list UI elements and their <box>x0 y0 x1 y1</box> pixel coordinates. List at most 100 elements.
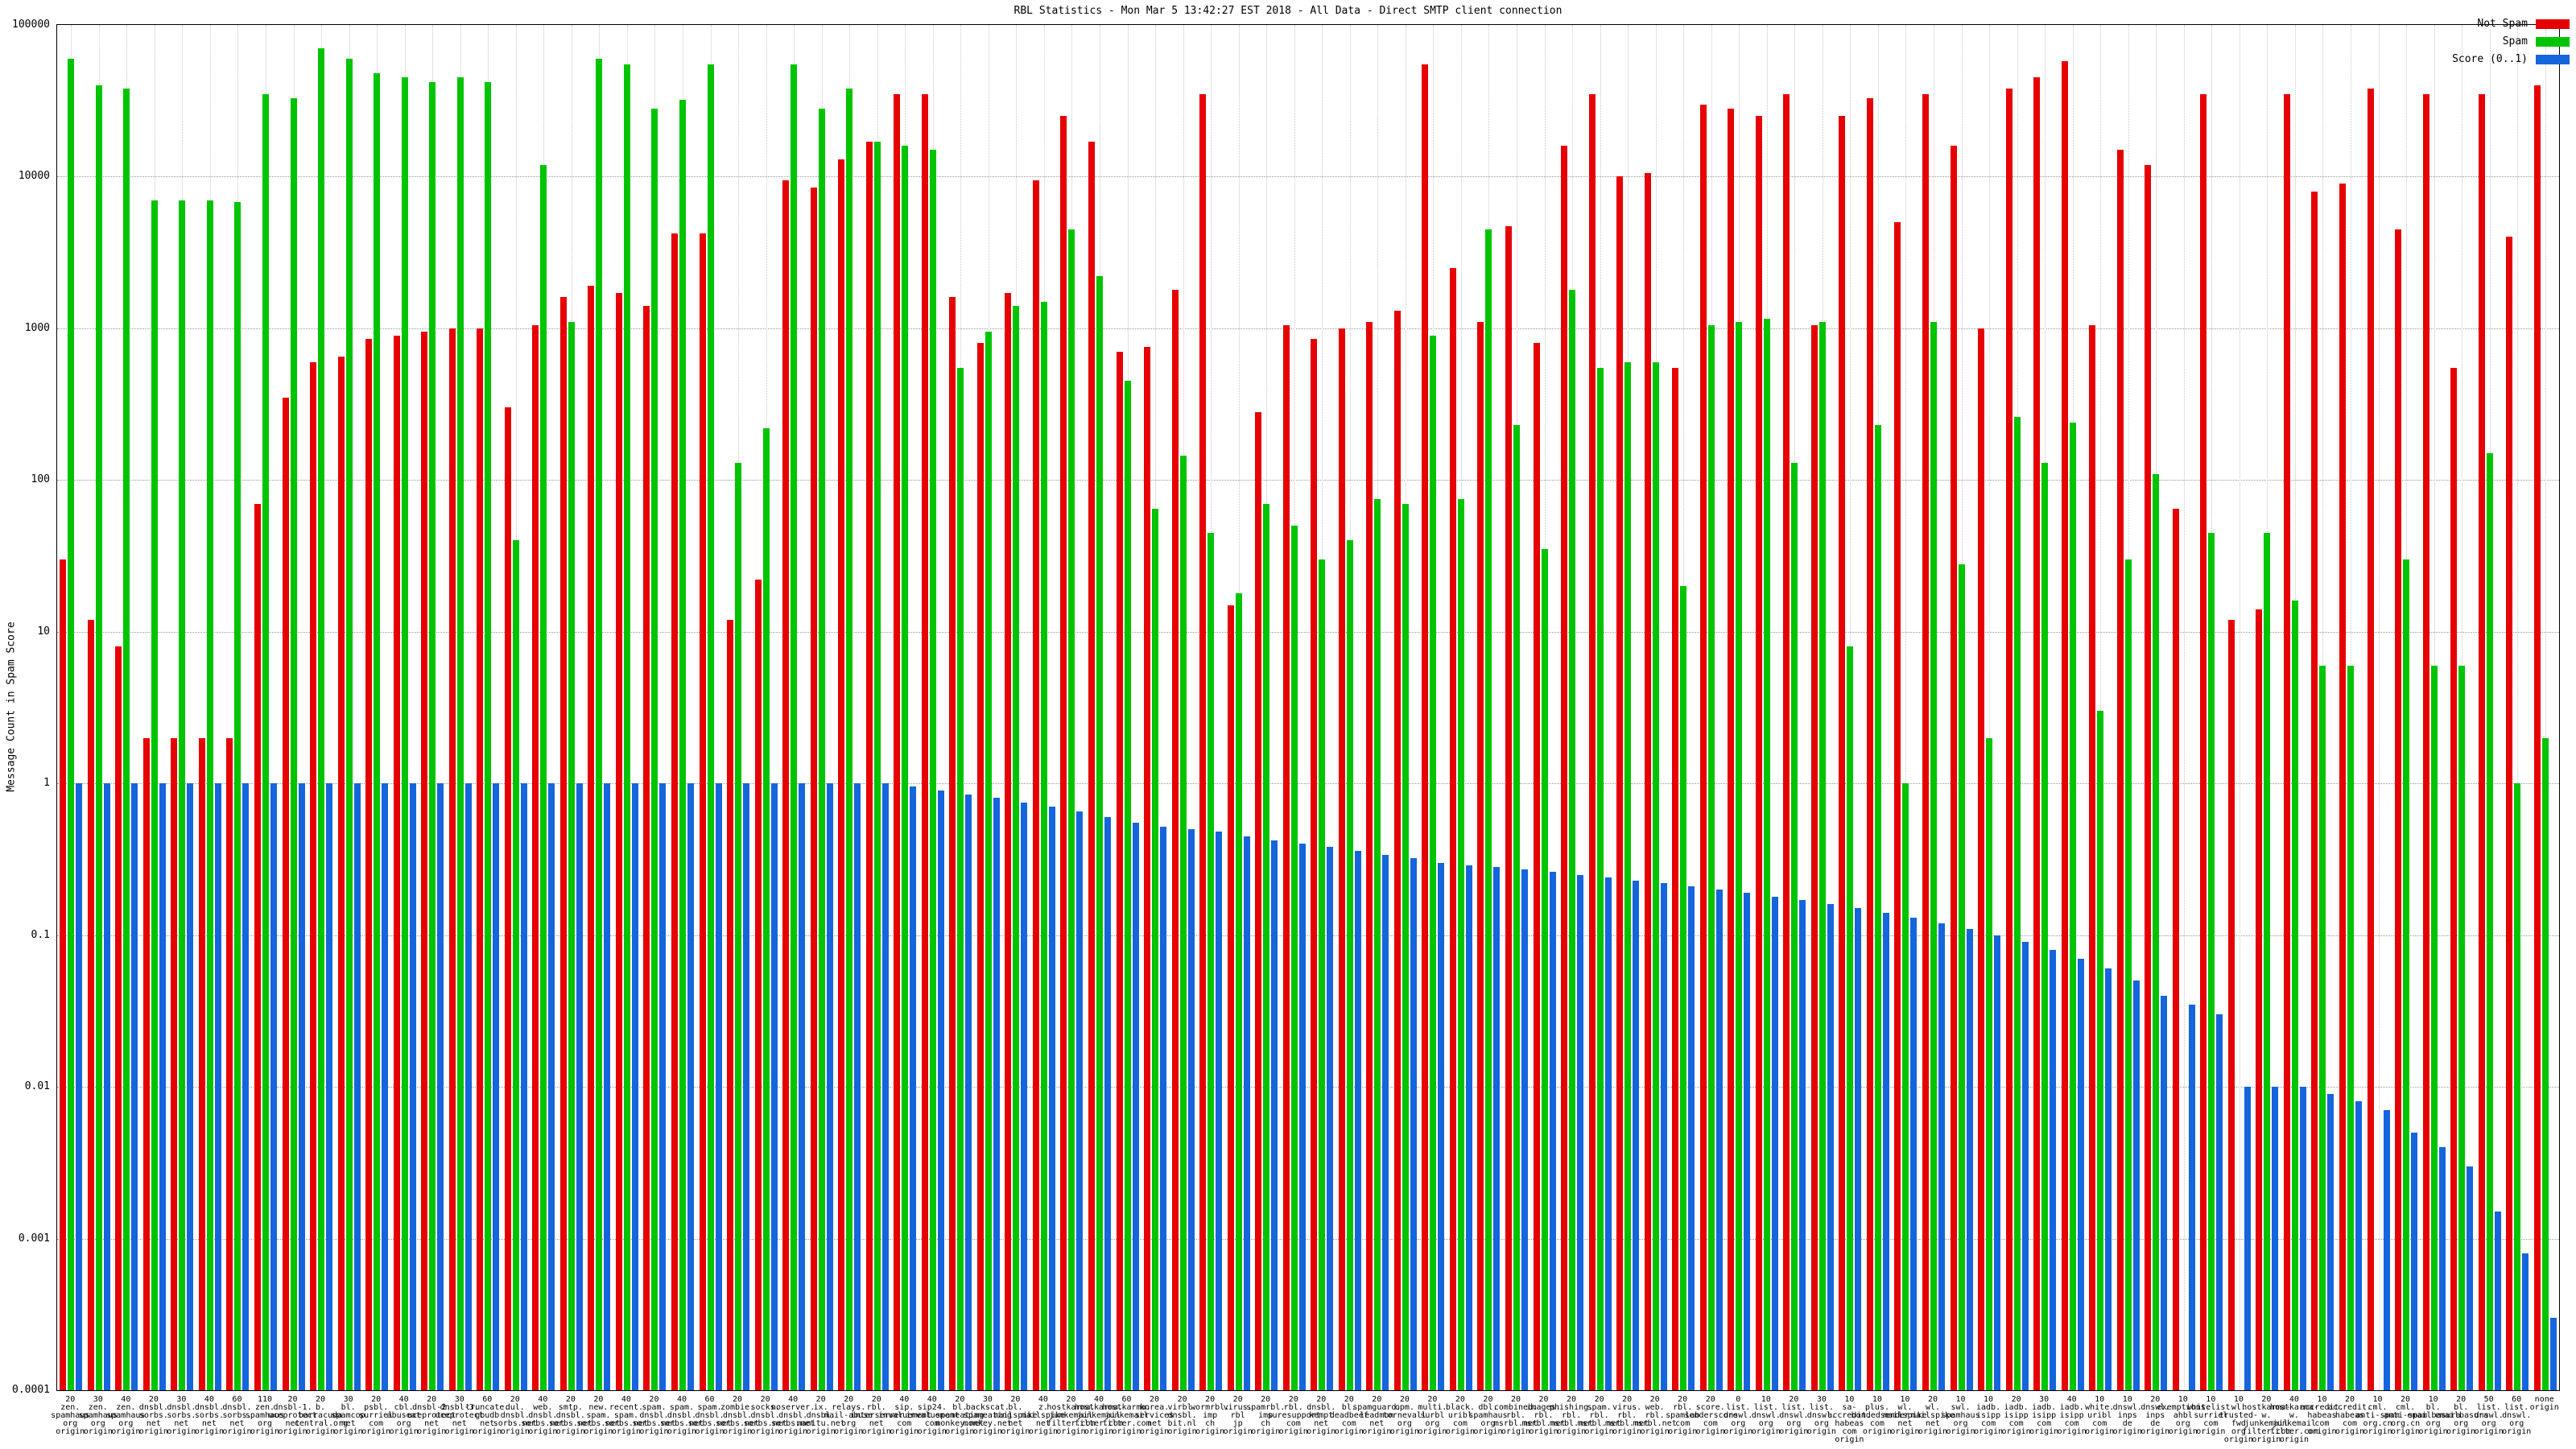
bar-score <box>1604 877 1612 1390</box>
bar-not-spam <box>1060 116 1067 1390</box>
bar-spam <box>1736 322 1743 1390</box>
bar-not-spam <box>699 233 706 1390</box>
x-category-label: 20 spamrbl. imp ch origin <box>1246 1395 1286 1436</box>
bar-not-spam <box>393 335 400 1390</box>
bar-not-spam <box>1894 222 1901 1390</box>
x-category-label: 20 zen. spamhaus org origin <box>51 1395 90 1436</box>
bar-score <box>2188 1004 2195 1390</box>
bar-score <box>2549 1318 2557 1390</box>
bar-not-spam <box>1116 352 1123 1390</box>
bar-score <box>131 783 138 1390</box>
x-category-label: none origin <box>2529 1395 2559 1412</box>
bar-spam <box>791 64 798 1390</box>
bar-score <box>1882 913 1889 1390</box>
bar-spam <box>985 332 992 1390</box>
x-category-label: 20 images. rbl. msrbl.net origin <box>1521 1395 1566 1436</box>
bar-score <box>1715 889 1723 1390</box>
bar-score <box>2244 1087 2251 1390</box>
x-category-label: 30 dnsbl. sorbs. net origin <box>167 1395 196 1436</box>
bar-score <box>1187 828 1195 1390</box>
bar-spam <box>540 164 547 1390</box>
bar-spam <box>1847 646 1854 1390</box>
legend-label-score: Score (0..1) <box>2452 53 2528 65</box>
x-category-label: 20 socks. dnsbl. sorbs.net origin <box>743 1395 787 1436</box>
bar-spam <box>2097 711 2104 1390</box>
x-category-label: 20 bl. spameating monkey.net origin <box>935 1395 985 1436</box>
bar-spam <box>1402 503 1409 1390</box>
x-category-label: 20 cml. anti-spam org.cn origin <box>2383 1395 2428 1436</box>
bar-spam <box>2041 462 2049 1390</box>
legend-label-not-spam: Not Spam <box>2477 18 2528 30</box>
bar-spam <box>1346 540 1353 1390</box>
bar-score <box>493 783 500 1390</box>
bar-score <box>1438 862 1445 1390</box>
bar-not-spam <box>671 233 678 1390</box>
bar-not-spam <box>1171 289 1179 1390</box>
legend-swatch-score <box>2536 54 2570 64</box>
y-tick-label: 0.1 <box>31 928 50 941</box>
y-tick-label: 0.01 <box>24 1080 50 1093</box>
bar-not-spam <box>1449 267 1456 1390</box>
bar-not-spam <box>115 646 122 1390</box>
plot-area <box>56 24 2560 1391</box>
bar-score <box>520 783 527 1390</box>
x-category-label: 40 recent. spam. sorbs.net origin <box>604 1395 649 1436</box>
x-category-label: 30 list. dnswl. org origin <box>1806 1395 1836 1436</box>
bar-score <box>2522 1253 2529 1390</box>
bar-spam <box>151 200 158 1390</box>
bar-score <box>548 783 555 1390</box>
bar-not-spam <box>838 159 845 1390</box>
x-category-label: 20 bl. deadbeef com origin <box>1329 1395 1368 1436</box>
bar-not-spam <box>782 180 790 1390</box>
bar-spam <box>234 202 242 1390</box>
bar-not-spam <box>1616 176 1624 1390</box>
x-category-label: 20 b. barracuda central.org origin <box>294 1395 349 1436</box>
bar-spam <box>318 48 325 1390</box>
gridline-y <box>57 1238 2559 1240</box>
bar-score <box>270 783 277 1390</box>
bar-spam <box>2319 665 2326 1390</box>
gridline-y <box>57 176 2559 178</box>
bar-spam <box>2430 665 2438 1390</box>
bar-spam <box>679 100 686 1390</box>
bar-score <box>2327 1093 2334 1390</box>
bar-score <box>353 783 361 1390</box>
x-category-label: 20 psbl. surriel com origin <box>359 1395 394 1436</box>
bar-not-spam <box>559 297 567 1390</box>
bar-score <box>2021 942 2029 1390</box>
bar-not-spam <box>1978 328 1985 1390</box>
bar-not-spam <box>1005 293 1012 1390</box>
bar-spam <box>2403 559 2410 1390</box>
bar-not-spam <box>1422 64 1429 1390</box>
bar-score <box>1577 874 1584 1390</box>
bar-score <box>298 783 305 1390</box>
bar-score <box>2299 1087 2306 1390</box>
bar-not-spam <box>198 737 205 1390</box>
bar-not-spam <box>754 580 762 1390</box>
bar-score <box>910 786 917 1390</box>
bar-score <box>965 794 972 1390</box>
x-category-label: 30 bl. spamcop net origin <box>331 1395 365 1436</box>
bar-spam <box>1986 737 1993 1390</box>
x-category-label: 30 iadb. isipp com origin <box>2029 1395 2059 1436</box>
y-axis-label: Message Count in Spam Score <box>5 621 18 792</box>
bar-not-spam <box>1755 116 1762 1390</box>
x-category-label: 20 zombie. dnsbl. sorbs.net origin <box>715 1395 760 1436</box>
x-category-label: 60 spam. dnsbl. sorbs.net origin <box>687 1395 732 1436</box>
bar-score <box>604 783 611 1390</box>
bar-not-spam <box>1199 93 1207 1390</box>
x-category-label: 40 hostkarma. junkemail filter.com origi… <box>1074 1395 1124 1436</box>
x-category-label: 10 dnswl. inps de origin <box>2112 1395 2142 1436</box>
bar-not-spam <box>2227 619 2235 1390</box>
x-category-label: 20 relays. mail-abuse org origin <box>824 1395 873 1436</box>
bar-not-spam <box>2395 229 2402 1390</box>
bar-not-spam <box>1088 142 1095 1390</box>
bar-score <box>1799 900 1806 1390</box>
bar-score <box>2355 1101 2362 1390</box>
bar-score <box>1521 869 1528 1390</box>
bar-spam <box>1707 324 1715 1390</box>
bar-spam <box>95 85 102 1390</box>
bar-not-spam <box>1255 412 1262 1390</box>
bar-not-spam <box>1728 109 1735 1390</box>
